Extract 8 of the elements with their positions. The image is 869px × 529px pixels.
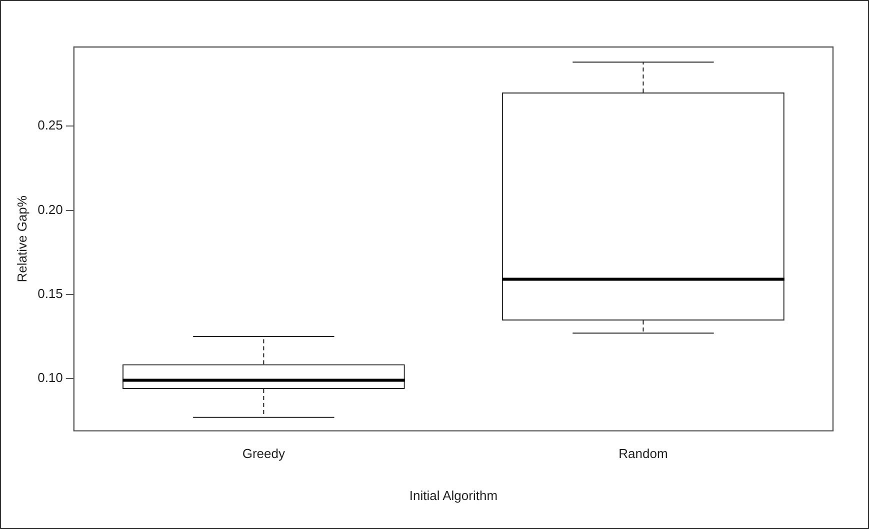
- y-axis-title: Relative Gap%: [14, 195, 30, 282]
- y-tick-label: 0.10: [38, 370, 63, 386]
- y-tick-label: 0.15: [38, 286, 63, 302]
- x-tick-label: Random: [618, 446, 668, 462]
- y-tick-label: 0.20: [38, 202, 63, 217]
- x-tick-label: Greedy: [242, 446, 286, 462]
- y-tick-label: 0.25: [38, 118, 63, 133]
- x-axis-title: Initial Algorithm: [409, 488, 498, 503]
